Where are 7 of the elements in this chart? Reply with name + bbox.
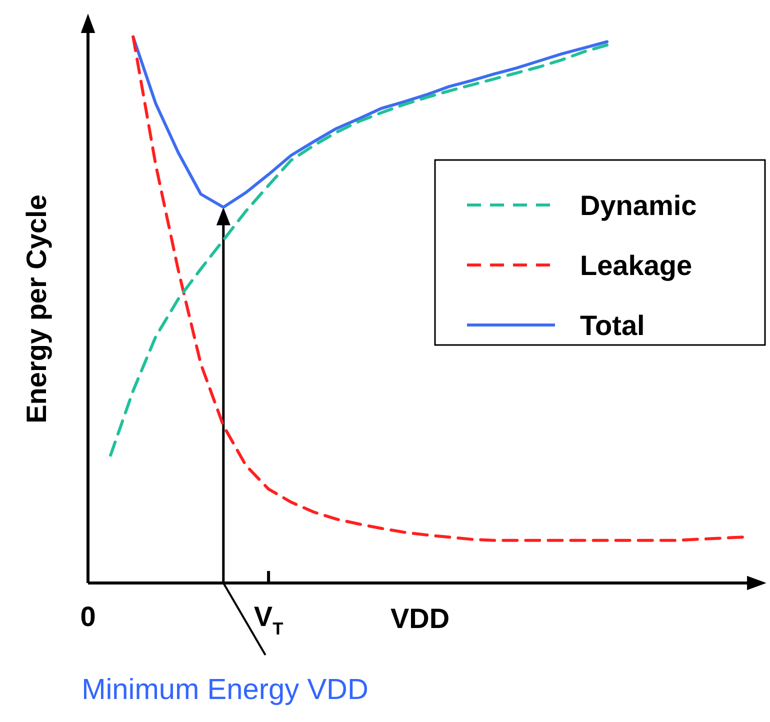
- x-tick-label: 0: [80, 601, 96, 632]
- y-axis-title: Energy per Cycle: [21, 194, 52, 424]
- legend-label: Dynamic: [580, 190, 697, 221]
- text: Minimum Energy VDD: [82, 674, 368, 706]
- x-axis-title: VDD: [390, 603, 450, 634]
- legend-label: Total: [580, 310, 645, 341]
- legend-label: Leakage: [580, 250, 692, 281]
